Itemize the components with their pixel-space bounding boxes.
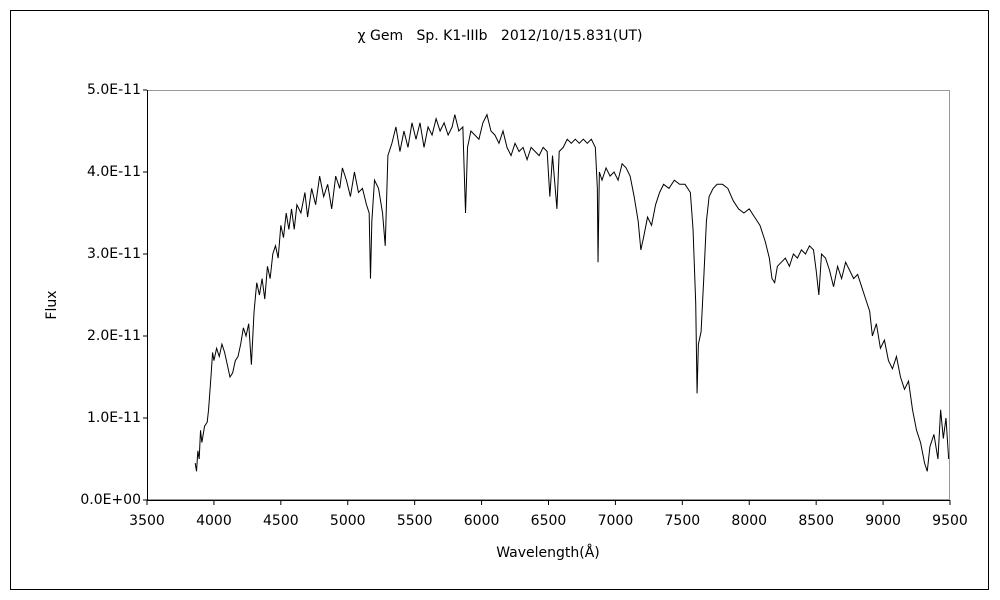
x-tick-label: 9000: [865, 513, 901, 529]
y-tick-label: 0.0E+00: [80, 492, 141, 508]
x-tick-label: 5000: [330, 513, 366, 529]
y-axis-label: Flux: [44, 290, 60, 319]
x-tick-label: 4000: [196, 513, 232, 529]
x-tick-label: 8500: [798, 513, 834, 529]
x-tick-label: 9500: [932, 513, 968, 529]
x-tick-label: 7500: [665, 513, 701, 529]
x-tick-label: 7000: [598, 513, 634, 529]
y-tick-label: 5.0E-11: [87, 82, 141, 98]
y-tick-label: 3.0E-11: [87, 246, 141, 262]
x-tick-label: 4500: [263, 513, 299, 529]
x-tick-label: 3500: [129, 513, 165, 529]
chart-title: χ Gem Sp. K1-IIIb 2012/10/15.831(UT): [357, 28, 642, 44]
x-tick-label: 8000: [731, 513, 767, 529]
x-axis-label: Wavelength(Å): [496, 544, 600, 561]
x-tick-label: 6500: [531, 513, 567, 529]
y-tick-label: 4.0E-11: [87, 164, 141, 180]
x-tick-label: 6000: [464, 513, 500, 529]
frame: [10, 10, 989, 590]
y-tick-label: 2.0E-11: [87, 328, 141, 344]
spectrum-line: [194, 113, 950, 472]
x-tick-label: 5500: [397, 513, 433, 529]
y-tick-label: 1.0E-11: [87, 410, 141, 426]
